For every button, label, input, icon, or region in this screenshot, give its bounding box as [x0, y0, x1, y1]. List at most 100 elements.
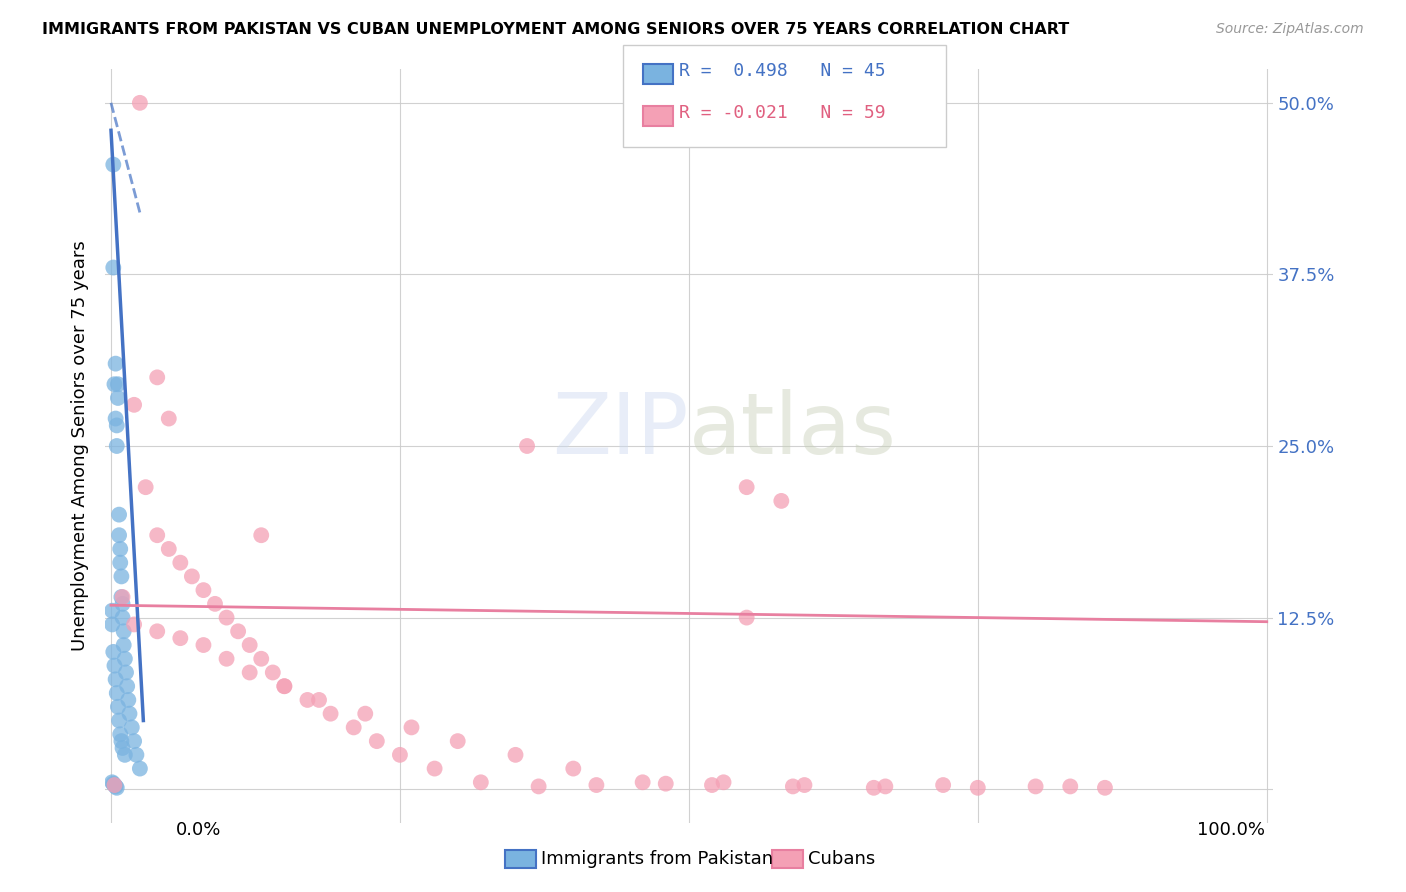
Point — [527, 780, 550, 794]
Text: Cubans: Cubans — [808, 850, 876, 868]
Point — [101, 604, 124, 618]
Point — [108, 528, 131, 542]
Point — [735, 480, 758, 494]
Point — [125, 747, 148, 762]
Point — [103, 260, 125, 275]
Point — [114, 652, 136, 666]
Point — [103, 658, 125, 673]
Point — [108, 508, 131, 522]
Point — [204, 597, 226, 611]
Point — [239, 638, 262, 652]
Point — [1059, 780, 1081, 794]
Point — [273, 679, 295, 693]
Point — [107, 377, 129, 392]
Point — [319, 706, 342, 721]
Point — [115, 679, 138, 693]
Point — [782, 780, 804, 794]
Point — [146, 528, 169, 542]
Point — [169, 556, 191, 570]
Point — [655, 777, 678, 791]
Point — [110, 590, 132, 604]
Point — [103, 645, 125, 659]
Point — [875, 780, 897, 794]
Point — [343, 720, 366, 734]
Point — [585, 778, 607, 792]
Point — [401, 720, 423, 734]
Point — [273, 679, 295, 693]
Point — [250, 652, 273, 666]
Point — [107, 699, 129, 714]
Point — [770, 494, 793, 508]
Point — [157, 411, 180, 425]
Point — [215, 652, 238, 666]
Text: 0.0%: 0.0% — [176, 821, 221, 838]
Point — [111, 597, 134, 611]
Point — [735, 610, 758, 624]
Point — [193, 583, 215, 598]
Point — [121, 720, 143, 734]
Point — [103, 377, 125, 392]
Point — [239, 665, 262, 680]
Point — [111, 610, 134, 624]
Point — [112, 638, 135, 652]
Point — [104, 357, 127, 371]
Point — [366, 734, 388, 748]
Point — [250, 528, 273, 542]
Point — [516, 439, 538, 453]
Point — [101, 617, 124, 632]
Point — [262, 665, 284, 680]
Point — [108, 714, 131, 728]
Point — [423, 762, 446, 776]
Point — [103, 158, 125, 172]
Point — [111, 590, 134, 604]
Point — [215, 610, 238, 624]
Point — [226, 624, 249, 639]
Point — [793, 778, 815, 792]
Point — [112, 624, 135, 639]
Point — [128, 95, 150, 110]
Point — [104, 673, 127, 687]
Point — [110, 541, 132, 556]
Point — [700, 778, 723, 792]
Point — [111, 741, 134, 756]
Point — [862, 780, 884, 795]
Point — [115, 665, 138, 680]
Text: ZIP: ZIP — [553, 390, 689, 473]
Point — [105, 439, 128, 453]
Point — [308, 693, 330, 707]
Point — [110, 727, 132, 741]
Point — [110, 569, 132, 583]
Point — [169, 631, 191, 645]
Point — [447, 734, 470, 748]
Text: Immigrants from Pakistan: Immigrants from Pakistan — [541, 850, 773, 868]
Point — [118, 706, 141, 721]
Point — [105, 780, 128, 795]
Point — [505, 747, 527, 762]
Point — [104, 780, 127, 794]
Point — [101, 775, 124, 789]
Point — [128, 762, 150, 776]
Point — [122, 398, 145, 412]
Text: 100.0%: 100.0% — [1198, 821, 1265, 838]
Point — [146, 370, 169, 384]
Point — [1094, 780, 1116, 795]
Point — [105, 418, 128, 433]
Text: R = -0.021   N = 59: R = -0.021 N = 59 — [679, 104, 886, 122]
Point — [631, 775, 654, 789]
Point — [103, 777, 125, 791]
Point — [146, 624, 169, 639]
Point — [966, 780, 988, 795]
Point — [180, 569, 202, 583]
Point — [107, 391, 129, 405]
Point — [110, 734, 132, 748]
Point — [388, 747, 411, 762]
Y-axis label: Unemployment Among Seniors over 75 years: Unemployment Among Seniors over 75 years — [72, 241, 89, 651]
Point — [193, 638, 215, 652]
Point — [117, 693, 139, 707]
Point — [1025, 780, 1047, 794]
Text: atlas: atlas — [689, 390, 897, 473]
Point — [103, 778, 125, 792]
Point — [297, 693, 319, 707]
Point — [562, 762, 585, 776]
Point — [713, 775, 735, 789]
